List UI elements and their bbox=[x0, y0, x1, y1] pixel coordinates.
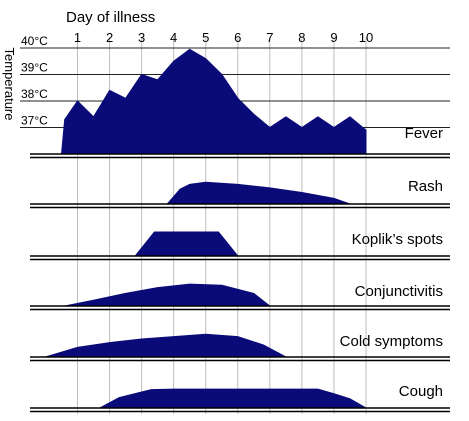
x-axis-title: Day of illness bbox=[66, 9, 155, 26]
day-tick-label: 1 bbox=[74, 30, 81, 45]
series-area-4 bbox=[64, 283, 271, 307]
series-label: Rash bbox=[408, 178, 443, 195]
series-area-2 bbox=[166, 181, 351, 205]
temperature-tick-label: 40°C bbox=[21, 34, 48, 48]
day-tick-label: 9 bbox=[330, 30, 337, 45]
series-area-3 bbox=[134, 231, 239, 257]
day-tick-label: 3 bbox=[138, 30, 145, 45]
series-label: Cough bbox=[399, 383, 443, 400]
temperature-tick-label: 37°C bbox=[21, 113, 48, 127]
temperature-tick-label: 39°C bbox=[21, 60, 48, 74]
day-tick-label: 4 bbox=[170, 30, 177, 45]
day-tick-label: 8 bbox=[298, 30, 305, 45]
series-label: Koplik’s spots bbox=[352, 231, 443, 248]
day-tick-label: 6 bbox=[234, 30, 241, 45]
temperature-tick-label: 38°C bbox=[21, 87, 48, 101]
series-area-6 bbox=[99, 388, 368, 409]
y-axis-title: Temperature bbox=[2, 48, 17, 121]
series-label: Fever bbox=[405, 125, 443, 142]
symptom-areas bbox=[45, 48, 368, 409]
chart-labels: Day of illness Temperature 1 2 3 4 5 6 7 8 9 10 37… bbox=[2, 9, 443, 400]
day-tick-label: 10 bbox=[359, 30, 373, 45]
row-baselines bbox=[30, 153, 450, 413]
day-tick-label: 7 bbox=[266, 30, 273, 45]
day-tick-label: 2 bbox=[106, 30, 113, 45]
series-label: Conjunctivitis bbox=[355, 283, 443, 300]
series-label: Cold symptoms bbox=[340, 333, 443, 350]
series-area-1 bbox=[61, 48, 367, 155]
day-tick-label: 5 bbox=[202, 30, 209, 45]
series-area-5 bbox=[45, 333, 287, 358]
